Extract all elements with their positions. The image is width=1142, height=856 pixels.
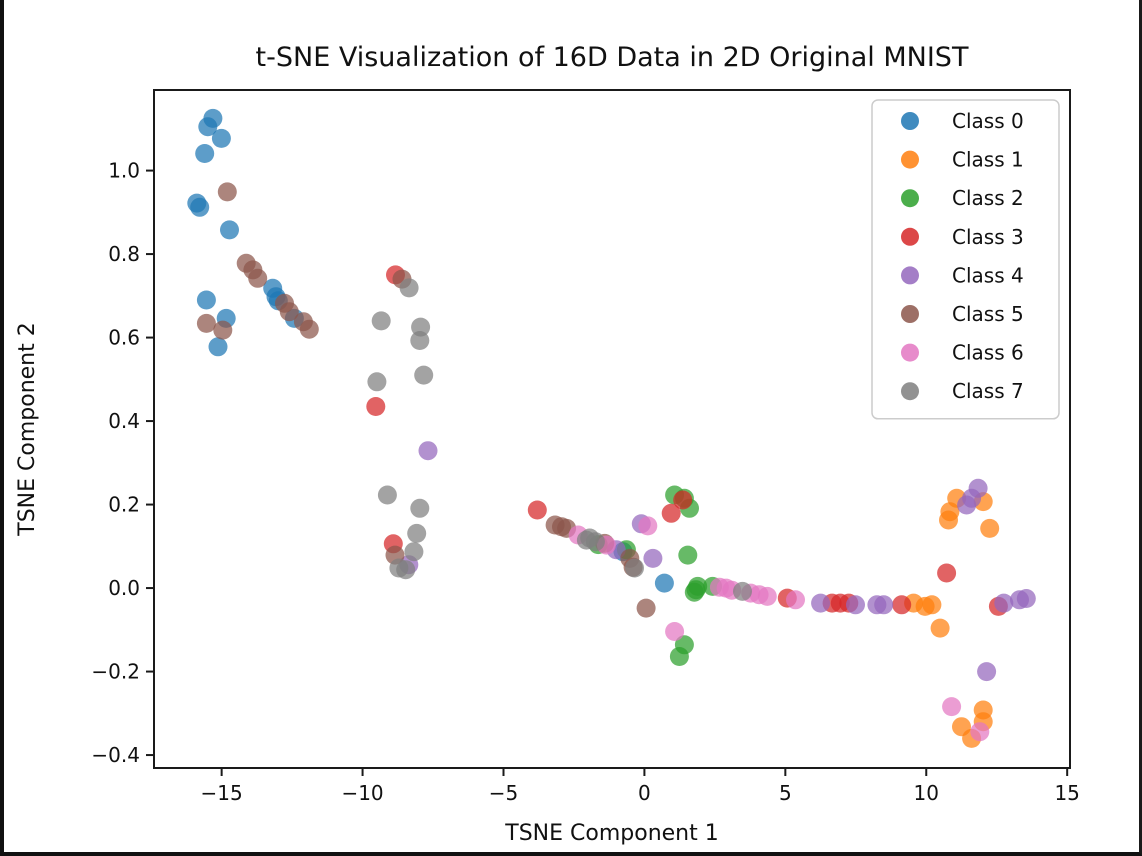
y-tick-label: 0.2	[108, 493, 140, 517]
point-class-0	[208, 337, 228, 357]
point-class-5	[279, 302, 299, 322]
scatter-points-layer	[187, 108, 1036, 748]
point-class-7	[367, 372, 387, 392]
point-class-4	[1016, 589, 1036, 608]
point-class-5	[217, 182, 237, 202]
point-class-3	[661, 503, 681, 523]
point-class-7	[404, 542, 424, 562]
point-class-4	[957, 495, 977, 515]
point-class-4	[874, 595, 894, 615]
point-class-6	[757, 586, 777, 606]
point-class-4	[418, 441, 438, 461]
x-tick-label: 5	[779, 781, 792, 805]
x-tick-label: 0	[638, 781, 651, 805]
point-class-1	[939, 510, 958, 530]
legend-label-1: Class 1	[952, 148, 1024, 172]
point-class-3	[527, 500, 547, 520]
point-class-6	[786, 590, 805, 610]
point-class-0	[195, 144, 215, 163]
point-class-2	[669, 647, 689, 666]
point-class-7	[399, 278, 419, 298]
point-class-0	[220, 220, 239, 240]
legend-marker-5	[901, 305, 919, 323]
point-class-6	[942, 697, 962, 717]
legend-marker-6	[901, 343, 919, 362]
point-class-4	[994, 593, 1014, 613]
point-class-7	[733, 581, 752, 601]
legend-label-0: Class 0	[952, 109, 1024, 133]
y-tick-label: 0.0	[108, 576, 140, 600]
point-class-4	[977, 662, 997, 682]
point-class-7	[377, 485, 397, 505]
point-class-6	[638, 516, 658, 536]
legend-label-5: Class 5	[952, 302, 1024, 326]
legend-label-4: Class 4	[952, 263, 1024, 287]
legend-marker-7	[901, 382, 919, 401]
point-class-1	[922, 595, 942, 615]
point-class-2	[684, 582, 704, 602]
y-tick-label: 0.8	[108, 242, 140, 266]
x-tick-label: −10	[341, 781, 383, 805]
axis-ticks-layer: −15 −10 −5 0 5 10 15 1.0 0.8 0.6 0.4 0.2 0.0 −0.2 −0.4	[91, 159, 1079, 805]
legend-label-2: Class 2	[952, 186, 1024, 210]
point-class-7	[625, 558, 644, 578]
point-class-3	[673, 490, 693, 510]
x-tick-label: 15	[1054, 781, 1079, 805]
point-class-6	[970, 722, 990, 742]
legend-marker-3	[901, 227, 919, 246]
y-tick-label: 0.6	[108, 326, 140, 350]
x-tick-label: −15	[201, 781, 243, 805]
y-axis-label: TSNE Component 2	[15, 322, 40, 536]
point-class-4	[846, 595, 865, 615]
point-class-1	[980, 518, 1000, 538]
point-class-7	[371, 311, 391, 331]
legend-label-7: Class 7	[952, 379, 1024, 403]
point-class-3	[892, 595, 912, 615]
point-class-0	[190, 197, 210, 217]
point-class-7	[410, 498, 430, 518]
point-class-0	[654, 573, 674, 593]
x-tick-label: 10	[914, 781, 939, 805]
point-class-0	[211, 128, 231, 148]
legend-label-6: Class 6	[952, 341, 1024, 365]
point-class-7	[585, 532, 605, 552]
y-tick-label: 0.4	[108, 409, 140, 433]
point-class-0	[196, 290, 216, 310]
point-class-5	[248, 268, 268, 288]
x-axis-label: TSNE Component 1	[504, 821, 718, 846]
y-tick-label: −0.2	[91, 660, 140, 684]
point-class-7	[396, 560, 416, 580]
legend-marker-0	[901, 112, 919, 130]
point-class-7	[414, 365, 434, 385]
point-class-7	[411, 317, 431, 337]
y-tick-label: −0.4	[91, 743, 140, 767]
point-class-5	[636, 598, 656, 618]
point-class-4	[811, 593, 831, 613]
point-class-1	[930, 618, 950, 638]
legend-marker-1	[901, 150, 919, 169]
point-class-6	[665, 622, 685, 641]
point-class-7	[410, 331, 430, 350]
legend-marker-2	[901, 189, 919, 208]
chart-title: t-SNE Visualization of 16D Data in 2D Or…	[256, 42, 969, 73]
y-tick-label: 1.0	[108, 159, 140, 183]
scatter-plot: −15 −10 −5 0 5 10 15 1.0 0.8 0.6 0.4 0.2 0.0 −0.2 −0.4…	[15, 42, 1080, 846]
point-class-5	[196, 313, 216, 333]
x-tick-label: −5	[489, 781, 518, 805]
legend-marker-4	[901, 266, 919, 285]
legend-box	[871, 99, 1060, 420]
point-class-4	[643, 548, 663, 568]
point-class-0	[198, 117, 218, 137]
point-class-5	[213, 320, 233, 340]
legend: Class 0 Class 1 Class 2 Class 3 Class 4 Class…	[871, 99, 1060, 420]
point-class-3	[366, 397, 386, 416]
point-class-5	[299, 319, 319, 339]
point-class-7	[407, 523, 427, 543]
point-class-3	[937, 563, 957, 583]
legend-label-3: Class 3	[952, 225, 1024, 249]
point-class-2	[678, 545, 698, 565]
